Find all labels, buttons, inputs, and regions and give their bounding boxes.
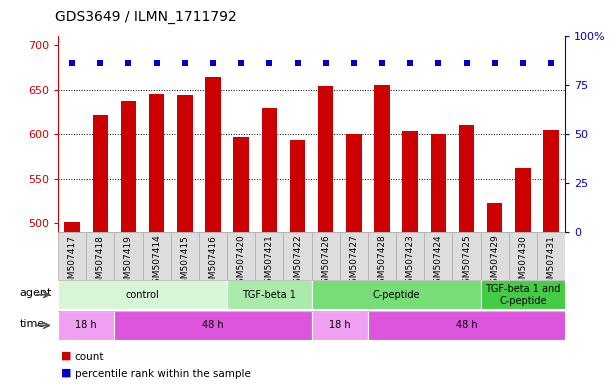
Point bbox=[405, 60, 415, 66]
Bar bbox=[262, 108, 277, 232]
Bar bbox=[424, 232, 453, 280]
Text: 48 h: 48 h bbox=[456, 320, 477, 331]
Bar bbox=[199, 232, 227, 280]
Bar bbox=[290, 140, 306, 232]
Bar bbox=[481, 232, 509, 280]
Bar bbox=[396, 232, 424, 280]
Bar bbox=[312, 311, 368, 340]
Text: count: count bbox=[75, 352, 104, 362]
Bar bbox=[92, 115, 108, 232]
Point bbox=[152, 60, 161, 66]
Bar bbox=[114, 232, 142, 280]
Bar bbox=[312, 280, 481, 309]
Text: control: control bbox=[126, 290, 159, 300]
Text: 18 h: 18 h bbox=[75, 320, 97, 331]
Bar bbox=[227, 280, 312, 309]
Bar bbox=[318, 86, 334, 232]
Text: GSM507429: GSM507429 bbox=[490, 235, 499, 290]
Text: GSM507431: GSM507431 bbox=[547, 235, 555, 290]
Bar bbox=[537, 232, 565, 280]
Point bbox=[349, 60, 359, 66]
Bar bbox=[64, 222, 80, 232]
Text: GSM507427: GSM507427 bbox=[349, 235, 359, 290]
Text: GSM507422: GSM507422 bbox=[293, 235, 302, 290]
Bar bbox=[114, 311, 312, 340]
Text: ■: ■ bbox=[61, 367, 71, 377]
Bar bbox=[177, 95, 192, 232]
Point bbox=[434, 60, 444, 66]
Point bbox=[265, 60, 274, 66]
Text: GSM507414: GSM507414 bbox=[152, 235, 161, 290]
Text: time: time bbox=[20, 319, 45, 329]
Text: GSM507430: GSM507430 bbox=[518, 235, 527, 290]
Bar bbox=[121, 101, 136, 232]
Text: ■: ■ bbox=[61, 351, 71, 361]
Text: GSM507416: GSM507416 bbox=[208, 235, 218, 290]
Point bbox=[208, 60, 218, 66]
Point bbox=[321, 60, 331, 66]
Point bbox=[123, 60, 133, 66]
Text: GSM507425: GSM507425 bbox=[462, 235, 471, 290]
Text: 48 h: 48 h bbox=[202, 320, 224, 331]
Text: 18 h: 18 h bbox=[329, 320, 351, 331]
Text: GSM507424: GSM507424 bbox=[434, 235, 443, 290]
Text: GSM507419: GSM507419 bbox=[124, 235, 133, 290]
Text: TGF-beta 1: TGF-beta 1 bbox=[243, 290, 296, 300]
Bar bbox=[86, 232, 114, 280]
Bar bbox=[368, 232, 396, 280]
Bar bbox=[58, 232, 86, 280]
Text: percentile rank within the sample: percentile rank within the sample bbox=[75, 369, 251, 379]
Text: GSM507428: GSM507428 bbox=[378, 235, 387, 290]
Text: agent: agent bbox=[20, 288, 51, 298]
Point bbox=[67, 60, 77, 66]
Point bbox=[236, 60, 246, 66]
Point bbox=[377, 60, 387, 66]
Text: GSM507426: GSM507426 bbox=[321, 235, 330, 290]
Bar bbox=[312, 232, 340, 280]
Bar bbox=[58, 311, 114, 340]
Bar bbox=[453, 232, 481, 280]
Bar bbox=[368, 311, 565, 340]
Bar bbox=[515, 168, 531, 232]
Bar bbox=[58, 280, 227, 309]
Text: GDS3649 / ILMN_1711792: GDS3649 / ILMN_1711792 bbox=[55, 10, 236, 23]
Point bbox=[490, 60, 500, 66]
Bar bbox=[459, 124, 474, 232]
Text: GSM507418: GSM507418 bbox=[96, 235, 105, 290]
Bar bbox=[403, 131, 418, 232]
Bar bbox=[346, 134, 362, 232]
Point bbox=[546, 60, 556, 66]
Bar bbox=[375, 85, 390, 232]
Text: TGF-beta 1 and
C-peptide: TGF-beta 1 and C-peptide bbox=[485, 284, 561, 306]
Bar bbox=[227, 232, 255, 280]
Bar bbox=[170, 232, 199, 280]
Bar bbox=[255, 232, 284, 280]
Bar bbox=[481, 280, 565, 309]
Point bbox=[180, 60, 189, 66]
Point bbox=[95, 60, 105, 66]
Bar bbox=[233, 137, 249, 232]
Point bbox=[518, 60, 528, 66]
Text: GSM507423: GSM507423 bbox=[406, 235, 415, 290]
Text: GSM507417: GSM507417 bbox=[68, 235, 76, 290]
Text: GSM507420: GSM507420 bbox=[236, 235, 246, 290]
Bar bbox=[205, 78, 221, 232]
Bar bbox=[431, 134, 446, 232]
Text: GSM507421: GSM507421 bbox=[265, 235, 274, 290]
Bar bbox=[543, 130, 559, 232]
Bar bbox=[340, 232, 368, 280]
Bar bbox=[142, 232, 170, 280]
Bar bbox=[284, 232, 312, 280]
Bar bbox=[487, 203, 502, 232]
Text: C-peptide: C-peptide bbox=[372, 290, 420, 300]
Text: GSM507415: GSM507415 bbox=[180, 235, 189, 290]
Bar bbox=[509, 232, 537, 280]
Bar bbox=[149, 94, 164, 232]
Point bbox=[293, 60, 302, 66]
Point bbox=[462, 60, 472, 66]
